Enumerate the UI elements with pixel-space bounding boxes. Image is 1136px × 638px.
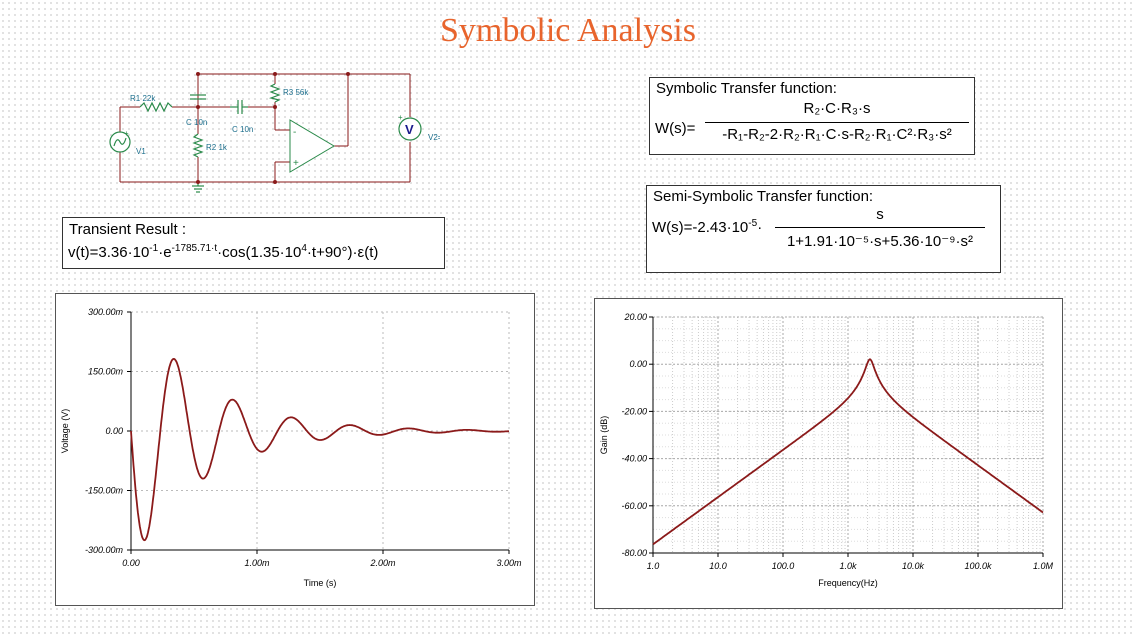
semi-denominator: 1+1.91·10⁻⁵·s+5.36·10⁻⁹·s²: [786, 233, 974, 250]
r2-label: R2 1k: [206, 143, 228, 152]
c1-label: C 10n: [186, 118, 207, 127]
x-tick-label: 100.0k: [964, 561, 992, 571]
bode-chart-svg: 20.00 0.00 -20.00 -40.00 -60.00 -80.001.0 10.0…: [599, 312, 1054, 588]
source-plus: +: [124, 129, 129, 138]
v1-label: V1: [136, 147, 146, 156]
c2-label: C 10n: [232, 125, 253, 134]
meter-plus: +: [398, 113, 403, 122]
symbolic-transfer-box: Symbolic Transfer function: W(s)= R₂·C·R…: [649, 77, 975, 155]
transient-equation: v(t)=3.36·10-1·e-1785.71·t·cos(1.35·104·…: [68, 243, 379, 261]
transient-plot: 300.00m 150.00m 0.00 -150.00m -300.00m 0.00 1.…: [55, 293, 535, 606]
y-axis-label: Gain (dB): [599, 416, 609, 455]
semi-fraction-line: [775, 227, 985, 228]
voltmeter-icon: V: [405, 122, 414, 137]
x-tick-label: 1.0M: [1033, 561, 1054, 571]
y-axis-label: Voltage (V): [60, 409, 70, 454]
symbolic-fraction-line: [705, 122, 969, 123]
y-tick-label: -80.00: [621, 548, 647, 558]
semi-lhs: W(s)=-2.43·10-5·: [652, 218, 763, 236]
r1-label: R1 22k: [130, 94, 156, 103]
x-axis-label: Time (s): [304, 578, 337, 588]
y-tick-label: 300.00m: [88, 307, 124, 317]
x-tick-label: 1.0k: [839, 561, 857, 571]
x-axis-label: Frequency(Hz): [818, 578, 878, 588]
semi-symbolic-transfer-box: Semi-Symbolic Transfer function: W(s)=-2…: [646, 185, 1001, 273]
y-tick-label: -150.00m: [85, 486, 124, 496]
series-line-transient: [130, 357, 510, 542]
y-tick-label: 0.00: [105, 426, 123, 436]
x-tick-label: 1.0: [647, 561, 660, 571]
y-tick-label: -40.00: [621, 454, 647, 464]
y-tick-label: 150.00m: [88, 367, 124, 377]
x-tick-label: 0.00: [122, 558, 140, 568]
opamp-plus: +: [293, 158, 299, 169]
y-tick-label: 20.00: [623, 312, 647, 322]
meter-label: V2=?V: [428, 133, 440, 142]
x-tick-label: 100.0: [772, 561, 795, 571]
symbolic-denominator: -R₁-R₂-2·R₂·R₁·C·s-R₂·R₁·C²·R₃·s²: [722, 126, 952, 143]
opamp-minus: -: [293, 127, 296, 138]
semi-numerator: s: [876, 206, 884, 223]
x-tick-label: 10.0k: [902, 561, 925, 571]
y-tick-label: -60.00: [621, 501, 647, 511]
symbolic-numerator: R₂·C·R₃·s: [803, 100, 871, 117]
transient-chart-svg: 300.00m 150.00m 0.00 -150.00m -300.00m 0.00 1.…: [60, 307, 522, 588]
page-title: Symbolic Analysis: [440, 12, 696, 49]
semi-label: Semi-Symbolic Transfer function:: [653, 188, 874, 205]
symbolic-label: Symbolic Transfer function:: [656, 80, 837, 97]
x-tick-label: 2.00m: [369, 558, 396, 568]
transient-result-box: Transient Result : v(t)=3.36·10-1·e-1785…: [62, 217, 445, 269]
transient-label: Transient Result :: [69, 221, 186, 238]
x-tick-label: 3.00m: [496, 558, 522, 568]
series-line-gain: [652, 358, 1044, 546]
x-tick-label: 10.0: [709, 561, 727, 571]
r3-label: R3 56k: [283, 88, 309, 97]
y-tick-label: -20.00: [621, 406, 647, 416]
circuit-schematic: R1 22k R2 1k R3 56k C 10n C 10n V1 + - +…: [109, 72, 440, 193]
x-tick-label: 1.00m: [244, 558, 270, 568]
y-tick-label: 0.00: [629, 359, 647, 369]
bode-plot: 20.00 0.00 -20.00 -40.00 -60.00 -80.00 1.0 10.0…: [594, 298, 1063, 609]
symbolic-lhs: W(s)=: [655, 120, 696, 137]
y-tick-label: -300.00m: [85, 545, 124, 555]
